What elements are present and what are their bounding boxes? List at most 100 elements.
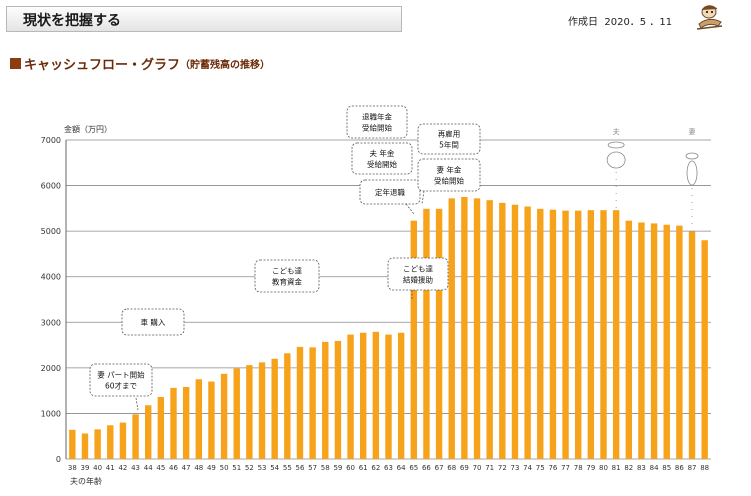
x-tick-label: 67 [435,464,444,472]
annotation-text: 結婚援助 [403,275,433,285]
x-tick-label: 72 [498,464,507,472]
bar-56 [296,346,304,459]
bar-45 [157,397,165,459]
x-tick-label: 81 [612,464,621,472]
halo-icon [685,152,699,160]
bar-40 [94,429,101,459]
bar-82 [625,220,632,459]
bar-62 [372,331,380,459]
bar-74 [524,206,531,459]
x-tick-label: 85 [662,464,671,472]
annotation-box [359,179,421,205]
x-tick-label: 63 [384,464,393,472]
bar-60 [347,334,354,459]
annotation-text: 教育資金 [272,277,302,287]
x-tick-label: 66 [422,464,431,472]
x-tick-label: 77 [561,464,570,472]
x-tick-label: 45 [156,464,165,472]
y-tick-label: 2000 [41,364,61,373]
x-tick-label: 41 [106,464,115,472]
annotation-box [89,363,153,397]
creation-date: 作成日 2020．5 ．11 [568,13,672,28]
bar-47 [182,386,190,459]
bar-44 [145,405,152,459]
marker-head-icon [686,160,698,186]
y-tick-label: 6000 [41,182,61,191]
x-tick-label: 87 [688,464,697,472]
annotation-pointer [421,190,425,205]
x-tick-label: 73 [511,464,520,472]
x-tick-label: 70 [473,464,482,472]
bar-65 [410,220,417,459]
bar-48 [195,379,202,459]
x-tick-label: 76 [548,464,557,472]
annotation-box [417,123,481,155]
y-axis-label: 金額（万円） [64,124,112,134]
bar-79 [587,210,595,459]
x-tick-label: 75 [536,464,545,472]
marker-label: 夫 [613,127,620,136]
x-tick-label: 53 [258,464,267,472]
section-bullet-icon [10,58,21,69]
bar-75 [537,208,544,459]
annotation-text: 妻 パート開始 [97,370,145,380]
annotation-text: 再雇用 [438,129,461,139]
bar-73 [511,204,519,459]
x-tick-label: 64 [397,464,406,472]
x-tick-label: 40 [93,464,102,472]
bar-88 [701,240,708,459]
bar-69 [461,196,468,459]
annotation-box [346,105,408,139]
bar-58 [322,341,329,459]
annotation-text: 60才まで [105,381,137,391]
x-tick-label: 55 [283,464,292,472]
bar-43 [132,414,139,459]
annotation-text: 退職年金 [362,112,392,122]
bar-72 [499,202,506,460]
bar-71 [486,200,493,459]
bar-42 [119,422,127,459]
bar-87 [688,231,696,459]
date-value: 2020．5 ．11 [604,17,673,28]
y-tick-label: 7000 [41,136,61,145]
annotation-pointer [405,203,415,215]
annotation-text: 受給開始 [434,176,464,186]
annotation-box [387,257,449,291]
bar-80 [600,210,607,459]
x-tick-label: 54 [270,464,279,472]
x-tick-label: 71 [485,464,494,472]
annotation-text: 定年退職 [375,187,405,197]
x-tick-label: 51 [232,464,241,472]
cartoon-mascot-icon [696,5,723,30]
x-tick-label: 39 [81,464,90,472]
x-tick-label: 79 [586,464,595,472]
date-label: 作成日 [568,17,598,28]
x-tick-label: 60 [346,464,355,472]
bar-41 [107,425,114,459]
x-tick-label: 84 [650,464,659,472]
section-subtitle: （貯蓄残高の推移） [180,60,271,71]
x-tick-label: 68 [447,464,456,472]
bar-51 [233,368,240,459]
bar-39 [81,433,89,459]
annotation-text: こども達 [272,266,302,276]
bar-78 [575,210,582,459]
x-tick-label: 88 [700,464,709,472]
halo-icon [607,141,625,149]
bar-53 [258,362,266,459]
annotation-box [351,142,413,175]
y-tick-label: 5000 [41,227,61,236]
bar-67 [435,208,443,459]
annotation-text: 妻 年金 [437,165,462,175]
x-tick-label: 69 [460,464,469,472]
page-title-bar: 現状を把握する [6,6,402,32]
annotation-text: 車 購入 [141,317,166,327]
x-tick-label: 74 [523,464,532,472]
x-tick-label: 44 [144,464,153,472]
bar-64 [397,332,405,459]
annotation-box [254,259,320,293]
x-tick-label: 65 [409,464,418,472]
x-tick-label: 62 [371,464,380,472]
annotation-box [121,308,185,336]
x-tick-label: 48 [194,464,203,472]
